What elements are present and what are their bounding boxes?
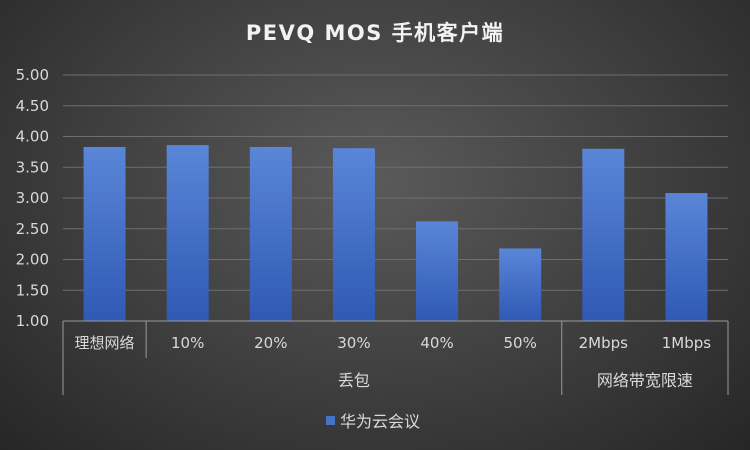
bar-1: [166, 145, 209, 321]
x-category-label: 50%: [504, 334, 537, 352]
legend: 华为云会议: [326, 412, 420, 431]
y-tick-label: 2.00: [16, 251, 49, 269]
legend-label: 华为云会议: [340, 412, 420, 431]
x-category-label: 理想网络: [75, 334, 135, 352]
chart-title: PEVQ MOS 手机客户端: [246, 21, 504, 45]
bar-4: [416, 221, 459, 321]
x-category-label: 2Mbps: [579, 334, 629, 352]
y-tick-label: 1.00: [16, 312, 49, 330]
x-category-label: 30%: [337, 334, 370, 352]
gridlines: [63, 74, 728, 322]
x-group-label: 丢包: [338, 371, 370, 390]
x-axis-categories: 理想网络 10% 20% 30% 40% 50% 2Mbps 1Mbps: [75, 334, 712, 352]
bar-2: [249, 146, 292, 321]
y-axis: 1.00 1.50 2.00 2.50 3.00 3.50 4.00 4.50 5.00: [16, 66, 49, 330]
x-axis: [62, 320, 729, 395]
x-category-label: 20%: [254, 334, 287, 352]
y-tick-label: 1.50: [16, 281, 49, 299]
legend-swatch: [326, 416, 335, 425]
x-category-label: 10%: [171, 334, 204, 352]
y-tick-label: 3.50: [16, 158, 49, 176]
bar-6: [582, 148, 625, 321]
y-tick-label: 4.50: [16, 97, 49, 115]
x-category-label: 40%: [420, 334, 453, 352]
y-tick-label: 2.50: [16, 220, 49, 238]
x-category-label: 1Mbps: [662, 334, 712, 352]
y-tick-label: 3.00: [16, 189, 49, 207]
bar-5: [499, 248, 542, 321]
x-group-label: 网络带宽限速: [597, 371, 693, 390]
bars: [83, 145, 708, 321]
x-axis-groups: 丢包 网络带宽限速: [338, 371, 693, 390]
y-tick-label: 4.00: [16, 128, 49, 146]
y-tick-label: 5.00: [16, 66, 49, 84]
bar-0: [83, 146, 126, 321]
bar-7: [665, 193, 708, 321]
bar-3: [332, 148, 375, 321]
